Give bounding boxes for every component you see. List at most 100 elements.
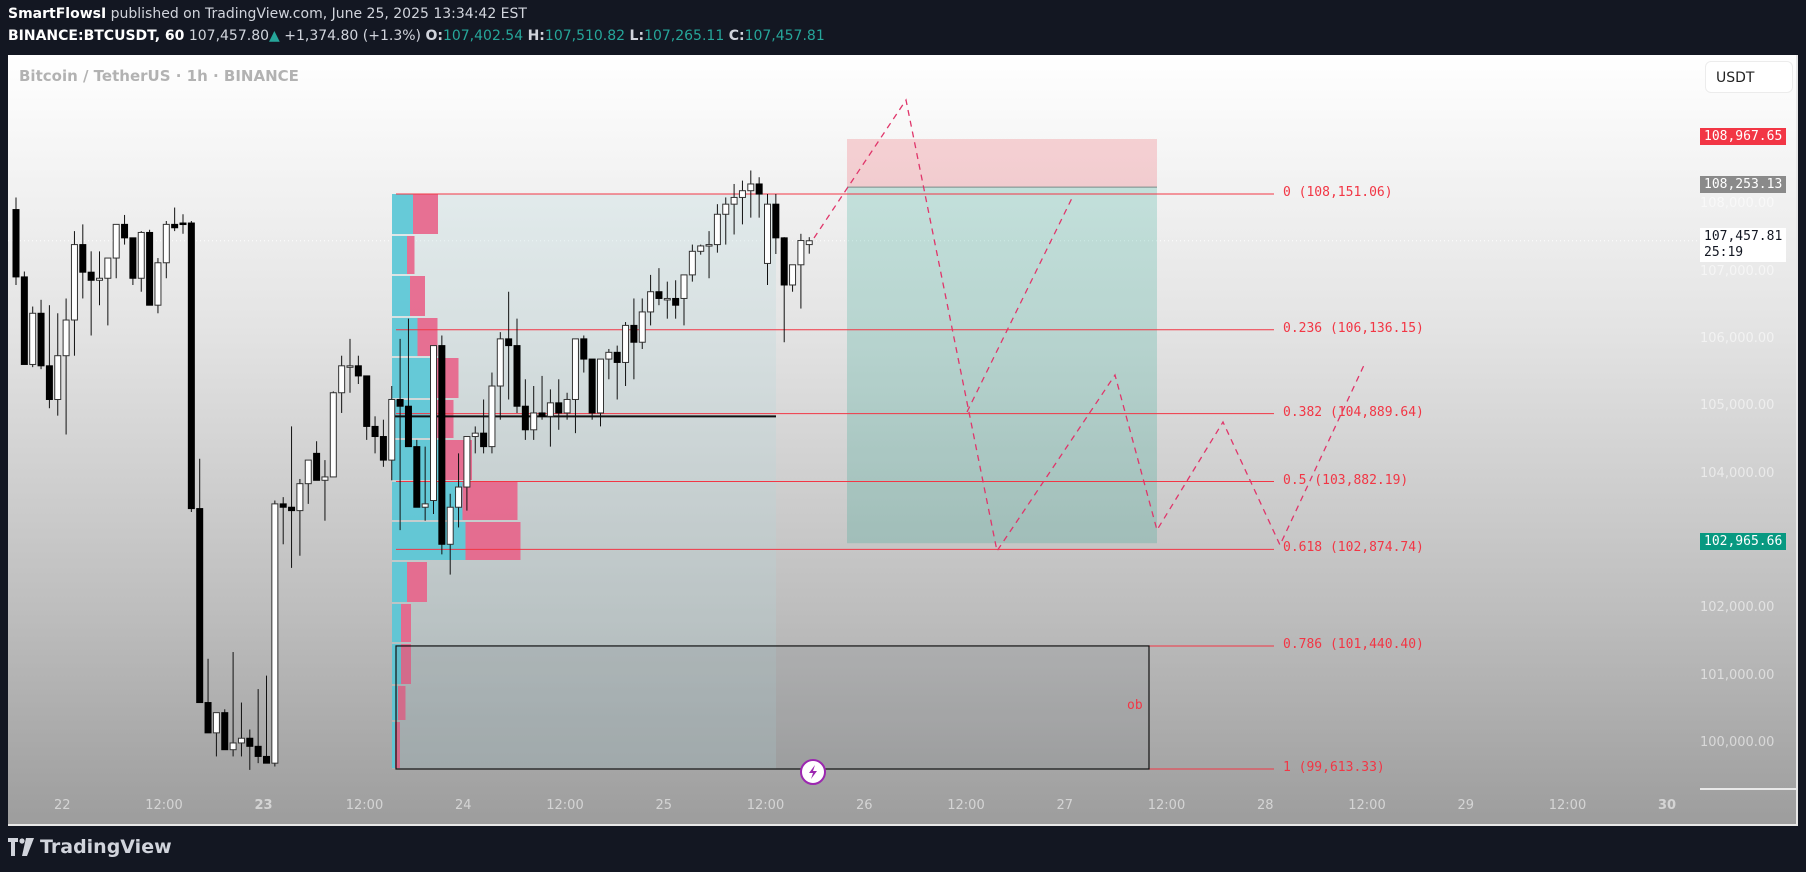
last-price: 107,457.80 xyxy=(188,28,270,44)
volume-bar-up xyxy=(392,236,407,274)
volume-bar-down xyxy=(410,276,425,316)
candle-down xyxy=(371,425,379,438)
volume-bar-down xyxy=(395,722,400,768)
candle-up xyxy=(29,312,37,365)
volume-bar-down xyxy=(398,686,406,720)
candle-up xyxy=(455,486,463,508)
price-tick: 106,000.00 xyxy=(1700,330,1775,346)
candle-down xyxy=(363,375,371,427)
time-tick: 12:00 xyxy=(1147,798,1186,813)
candle-down xyxy=(254,745,262,757)
candle-up xyxy=(304,459,312,485)
volume-bar-down xyxy=(462,482,518,520)
price-tick: 105,000.00 xyxy=(1700,398,1775,414)
order-block-box xyxy=(395,645,1150,770)
candle-up xyxy=(112,223,120,259)
candle-down xyxy=(171,223,179,229)
candle-down xyxy=(279,503,287,508)
candle-down xyxy=(187,222,195,510)
candle-up xyxy=(705,244,713,247)
low-value: 107,265.11 xyxy=(644,28,725,44)
candle-down xyxy=(87,271,95,281)
candle-down xyxy=(20,276,28,365)
candle-up xyxy=(463,436,471,488)
candle-down xyxy=(121,223,129,239)
fib-label-1: 1 (99,613.33) xyxy=(1283,760,1385,775)
candle-up xyxy=(104,257,112,279)
symbol-info-row: BINANCE:BTCUSDT, 60 107,457.80▲ +1,374.8… xyxy=(8,28,825,44)
order-block-label: ob xyxy=(1127,698,1143,713)
candle-down xyxy=(513,345,521,407)
projection-branch xyxy=(966,195,1074,413)
candle-down xyxy=(396,398,404,407)
candle-down xyxy=(179,222,187,226)
publisher-name[interactable]: SmartFlowsI xyxy=(8,6,107,22)
price-chart[interactable] xyxy=(8,55,1798,826)
last-price-label: 107,457.81 25:19 xyxy=(1700,228,1787,262)
currency-button[interactable]: USDT xyxy=(1705,61,1793,93)
candle-up xyxy=(571,338,579,400)
candle-down xyxy=(672,297,680,306)
price-tick: 104,000.00 xyxy=(1700,465,1775,481)
chart-panel[interactable]: Bitcoin / TetherUS · 1h · BINANCE USDT 1… xyxy=(8,55,1798,826)
candle-up xyxy=(229,742,237,751)
candle-up xyxy=(488,385,496,448)
candle-up xyxy=(797,240,805,266)
candle-down xyxy=(755,183,763,195)
candle-up xyxy=(764,203,771,264)
fib-label-0.786: 0.786 (101,440.40) xyxy=(1283,636,1424,652)
tradingview-logo-icon xyxy=(8,838,34,856)
time-tick: 12:00 xyxy=(145,798,183,813)
volume-bar-down xyxy=(401,604,411,642)
price-tick: 108,000.00 xyxy=(1700,196,1775,212)
time-tick: 28 xyxy=(1257,798,1274,813)
volume-bar-up xyxy=(392,276,410,316)
volume-bar-down xyxy=(465,522,521,560)
candle-down xyxy=(772,203,780,239)
candle-up xyxy=(430,345,437,502)
candle-up xyxy=(647,291,655,313)
candle-up xyxy=(563,398,571,414)
target-price-label: 102,965.66 xyxy=(1700,533,1787,550)
time-tick: 12:00 xyxy=(746,798,785,813)
candle-down xyxy=(129,237,137,279)
fib-label-0.382: 0.382 (104,889.64) xyxy=(1283,404,1424,420)
tradingview-logo[interactable]: TradingView xyxy=(8,836,172,858)
candle-up xyxy=(789,264,797,286)
low-key: L: xyxy=(629,28,645,44)
candle-up xyxy=(212,712,220,734)
candle-down xyxy=(480,432,488,448)
up-arrow-icon: ▲ xyxy=(269,28,280,44)
candle-down xyxy=(630,324,638,343)
candle-down xyxy=(555,402,563,414)
candle-up xyxy=(329,392,337,478)
fib-label-0.236: 0.236 (106,136.15) xyxy=(1283,320,1424,336)
candle-down xyxy=(288,506,296,512)
volume-bar-up xyxy=(392,686,398,720)
candle-up xyxy=(597,358,604,414)
high-value: 107,510.82 xyxy=(544,28,626,44)
candle-up xyxy=(446,506,454,545)
candle-down xyxy=(580,338,588,360)
candle-down xyxy=(404,405,412,448)
candle-up xyxy=(471,432,479,438)
candle-up xyxy=(713,213,721,246)
take-profit-zone xyxy=(847,187,1157,544)
candle-down xyxy=(12,209,20,278)
candle-down xyxy=(505,338,513,347)
candle-down xyxy=(263,755,270,764)
candle-up xyxy=(722,203,730,215)
candle-up xyxy=(605,351,613,360)
time-tick: 22 xyxy=(54,798,71,813)
candle-down xyxy=(379,436,387,461)
volume-bar-up xyxy=(392,318,418,356)
candle-up xyxy=(496,338,504,387)
entry-price-label: 108,253.13 xyxy=(1700,176,1787,193)
price-tick: 101,000.00 xyxy=(1700,667,1775,683)
candle-down xyxy=(246,737,254,747)
volume-bar-down xyxy=(401,644,411,684)
volume-bar-up xyxy=(392,358,431,398)
candle-up xyxy=(638,311,646,343)
brand-name: TradingView xyxy=(40,836,172,858)
candle-up xyxy=(730,196,738,205)
